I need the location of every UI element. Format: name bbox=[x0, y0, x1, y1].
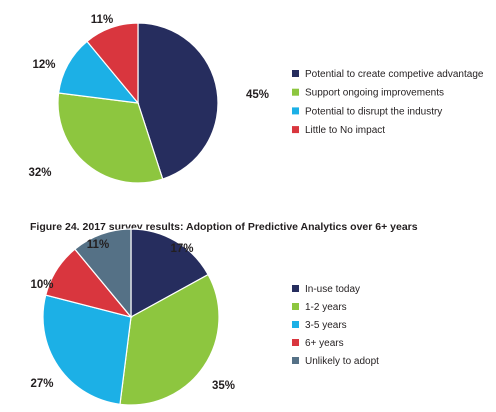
data-label-potential-to-create-competive-advantage: 45% bbox=[246, 89, 269, 101]
data-label-potential-to-disrupt-the-industry: 12% bbox=[32, 59, 55, 71]
legend-swatch-little-to-no-impact bbox=[292, 126, 299, 134]
legend-swatch-6-years bbox=[292, 339, 299, 346]
pie-slice-unlikely-to-adopt bbox=[74, 228, 132, 319]
data-label-6-years: 10% bbox=[30, 279, 53, 291]
legend-label-1-2-years: 1-2 years bbox=[305, 302, 347, 313]
figure-24-title: Figure 24. 2017 survey results: Adoption… bbox=[30, 221, 418, 233]
data-label-1-2-years: 35% bbox=[212, 380, 235, 392]
pie-slice-3-5-years bbox=[42, 294, 132, 405]
legend-swatch-support-ongoing-improvements bbox=[292, 88, 299, 96]
data-label-support-ongoing-improvements: 32% bbox=[28, 167, 51, 179]
legend-label-unlikely-to-adopt: Unlikely to adopt bbox=[305, 356, 379, 367]
pie-slice-1-2-years bbox=[119, 273, 220, 406]
legend-swatch-potential-to-disrupt-the-industry bbox=[292, 107, 299, 115]
pie-slice-potential-to-create-competive-advantage bbox=[137, 22, 219, 180]
pie-slice-support-ongoing-improvements bbox=[57, 92, 164, 184]
data-label-little-to-no-impact: 11% bbox=[91, 14, 113, 26]
legend-label-6-years: 6+ years bbox=[305, 338, 344, 349]
legend-label-potential-to-create-competive-advantage: Potential to create competive advantage bbox=[305, 69, 484, 80]
legend-label-potential-to-disrupt-the-industry: Potential to disrupt the industry bbox=[305, 106, 442, 117]
legend-label-little-to-no-impact: Little to No impact bbox=[305, 125, 385, 136]
legend-swatch-3-5-years bbox=[292, 321, 299, 328]
data-label-in-use-today: 17% bbox=[170, 243, 193, 255]
data-label-3-5-years: 27% bbox=[30, 378, 53, 390]
pie-chart-adoption: 17% 35% 27% 10% 11% In-use today 1-2 years 3-5 … bbox=[30, 228, 379, 406]
legend-swatch-potential-to-create-competive-advantage bbox=[292, 70, 299, 77]
data-label-unlikely-to-adopt: 11% bbox=[87, 239, 109, 251]
pie-chart-impact: 45% 32% 12% 11% Potential to create competiv… bbox=[28, 14, 484, 184]
pie-slice-little-to-no-impact bbox=[86, 22, 139, 105]
legend-swatch-1-2-years bbox=[292, 303, 299, 310]
legend-swatch-unlikely-to-adopt bbox=[292, 357, 299, 364]
pie-slice-potential-to-disrupt-the-industry bbox=[57, 40, 140, 104]
legend-label-3-5-years: 3-5 years bbox=[305, 320, 347, 331]
legend-label-support-ongoing-improvements: Support ongoing improvements bbox=[305, 88, 444, 99]
pie-slice-in-use-today bbox=[130, 228, 209, 319]
legend-label-in-use-today: In-use today bbox=[305, 284, 360, 295]
legend-swatch-in-use-today bbox=[292, 285, 299, 292]
